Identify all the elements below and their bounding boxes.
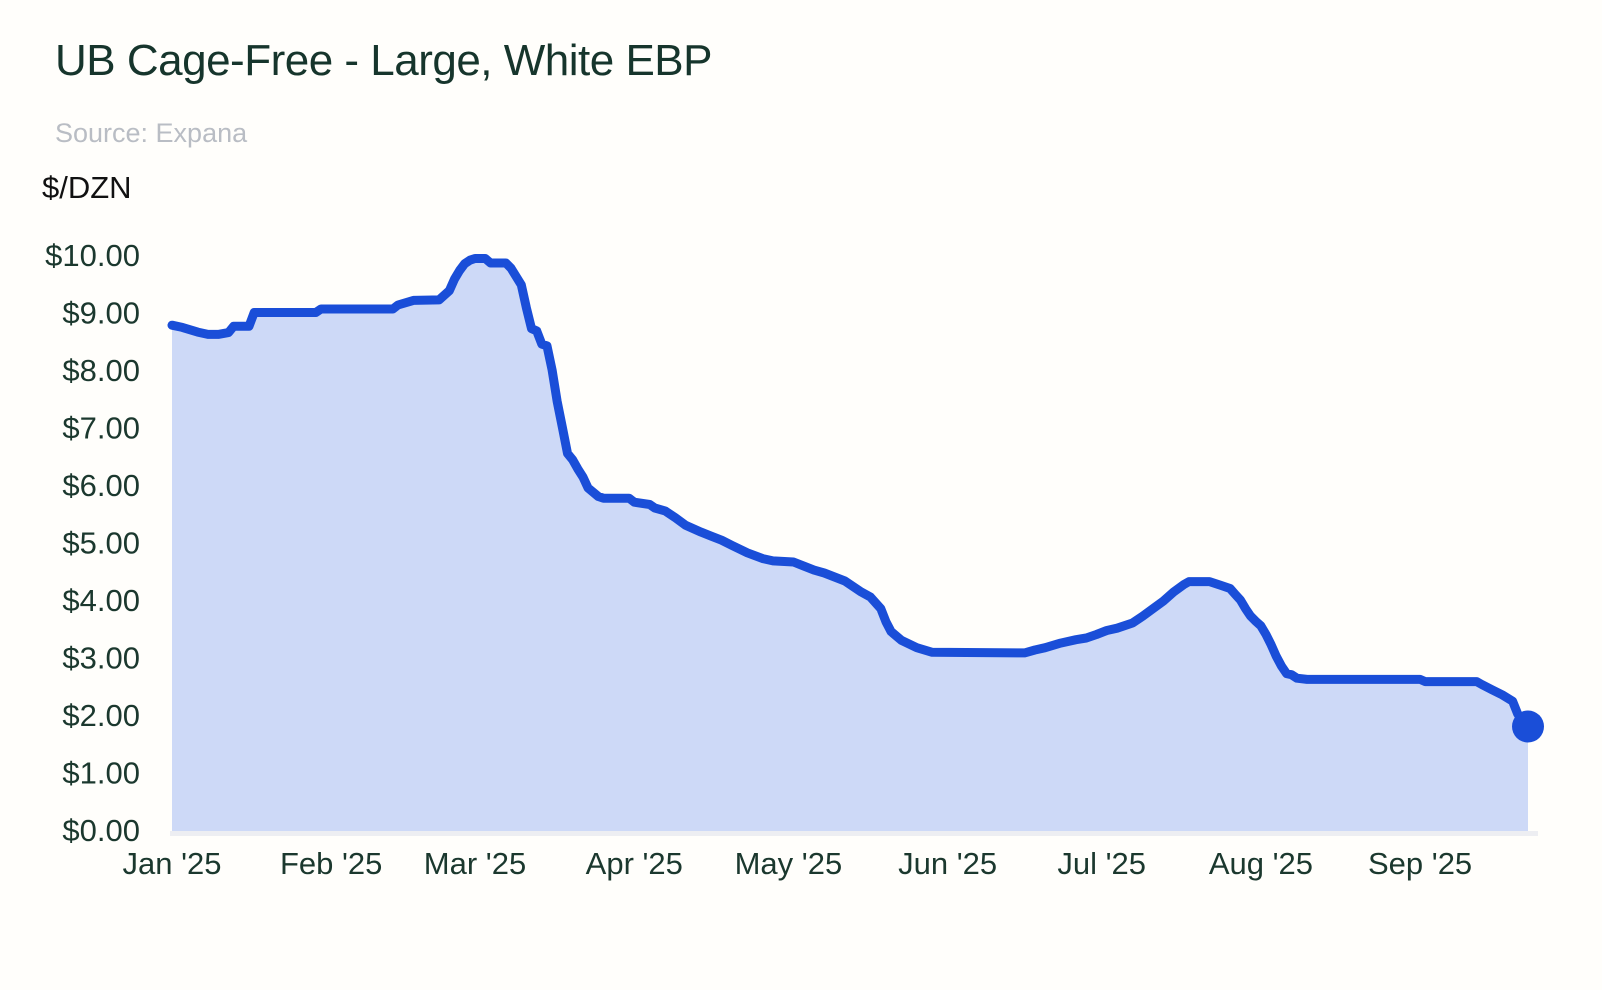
y-tick-label: $10.00: [45, 238, 140, 273]
last-point-marker: [1512, 710, 1544, 743]
x-tick-label: Aug '25: [1209, 846, 1313, 881]
y-tick-label: $3.00: [62, 641, 140, 676]
x-tick-label: Feb '25: [280, 846, 382, 881]
y-tick-label: $5.00: [62, 526, 140, 561]
chart-source-label: Source: Expana: [55, 118, 248, 148]
x-tick-label: Jan '25: [123, 846, 222, 881]
y-tick-label: $4.00: [62, 583, 140, 618]
x-tick-label: Sep '25: [1368, 846, 1472, 881]
y-tick-label: $0.00: [62, 813, 140, 848]
x-tick-label: May '25: [735, 846, 843, 881]
y-axis-unit-label: $/DZN: [42, 170, 132, 205]
series-area-fill: [172, 258, 1528, 831]
y-tick-label: $7.00: [62, 411, 140, 446]
y-tick-label: $8.00: [62, 353, 140, 388]
x-tick-label: Apr '25: [586, 846, 683, 881]
x-tick-label: Jul '25: [1057, 846, 1146, 881]
y-tick-label: $6.00: [62, 468, 140, 503]
y-tick-label: $9.00: [62, 296, 140, 331]
x-tick-label: Jun '25: [898, 846, 997, 881]
y-tick-label: $2.00: [62, 698, 140, 733]
y-tick-label: $1.00: [62, 756, 140, 791]
price-line: [167, 254, 1533, 731]
chart-title: UB Cage-Free - Large, White EBP: [55, 36, 712, 85]
x-axis-baseline: [170, 831, 1538, 836]
x-tick-label: Mar '25: [424, 846, 526, 881]
